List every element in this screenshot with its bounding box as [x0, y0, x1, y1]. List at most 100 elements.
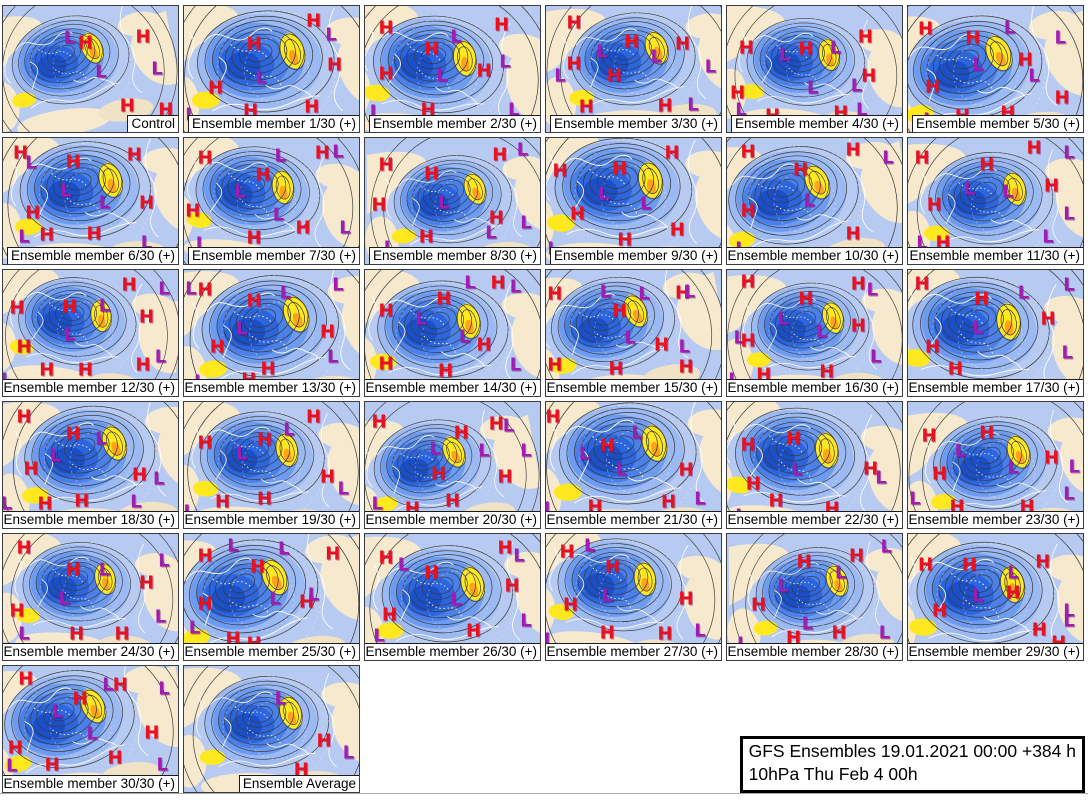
- coastlines: [546, 138, 698, 258]
- weather-map: [908, 270, 1083, 396]
- height-contours: [908, 138, 1083, 264]
- map-art: [727, 402, 902, 528]
- warm-anomaly: [199, 696, 303, 766]
- map-art: [184, 270, 359, 396]
- ensemble-panel: HHHLLHHHL Ensemble member 9/30 (+): [545, 137, 722, 265]
- panel-label: Ensemble member 1/30 (+): [188, 115, 359, 132]
- height-contours: [365, 534, 540, 660]
- height-contours: [908, 6, 1083, 132]
- warm-anomaly: [192, 32, 306, 109]
- map-art: [365, 534, 540, 660]
- ensemble-panel: HLHLHHLLHLHHL Ensemble member 4/30 (+): [726, 5, 903, 133]
- panel-label: Ensemble member 25/30 (+): [184, 643, 359, 660]
- map-art: [727, 534, 902, 660]
- height-contours: [365, 6, 540, 132]
- height-contours: [3, 666, 178, 792]
- map-art: [908, 6, 1083, 132]
- weather-map: [184, 666, 359, 792]
- height-contours: [546, 534, 721, 660]
- height-contours: [365, 402, 540, 528]
- height-contours: [3, 138, 178, 264]
- weather-map: [365, 402, 540, 528]
- ensemble-panel: HHLLLHLHHHHL Ensemble member 5/30 (+): [907, 5, 1084, 133]
- weather-map: [3, 666, 178, 792]
- weather-map: [908, 6, 1083, 132]
- height-contours: [3, 270, 178, 396]
- warm-anomaly: [568, 31, 669, 106]
- map-art: [3, 402, 178, 528]
- map-art: [3, 6, 178, 132]
- coastlines: [187, 147, 327, 257]
- weather-map: [3, 270, 178, 396]
- forecast-title: GFS Ensembles 19.01.2021 00:00 +384 h: [748, 740, 1076, 761]
- panel-label: Ensemble Average: [238, 775, 359, 792]
- map-art: [546, 270, 721, 396]
- map-art: [365, 6, 540, 132]
- panel-label: Ensemble member 3/30 (+): [550, 115, 721, 132]
- map-art: [546, 138, 721, 264]
- panel-label: Ensemble member 11/30 (+): [908, 247, 1083, 264]
- height-contours: [184, 534, 359, 660]
- bottom-rule: [0, 793, 1088, 794]
- weather-map: [727, 6, 902, 132]
- weather-map: [184, 402, 359, 528]
- weather-map: [546, 402, 721, 528]
- ensemble-panel: LHHLLLHHLHHL Ensemble member 13/30 (+): [183, 269, 360, 397]
- map-art: [908, 270, 1083, 396]
- height-contours: [727, 270, 902, 396]
- warm-anomaly: [746, 301, 845, 368]
- weather-map: [727, 270, 902, 396]
- weather-map: [365, 534, 540, 660]
- map-art: [184, 138, 359, 264]
- panel-label: Ensemble member 19/30 (+): [184, 511, 359, 528]
- panel-label: Ensemble member 23/30 (+): [908, 511, 1083, 528]
- map-art: [908, 402, 1083, 528]
- warm-anomaly: [376, 566, 485, 639]
- forecast-info-box: GFS Ensembles 19.01.2021 00:00 +384 h 10…: [739, 735, 1085, 793]
- weather-map: [3, 402, 178, 528]
- weather-map: [908, 534, 1083, 660]
- forecast-level-time: 10hPa Thu Feb 4 00h: [748, 764, 918, 785]
- warm-anomaly: [199, 296, 310, 378]
- height-contours: [184, 666, 359, 792]
- map-art: [727, 138, 902, 264]
- height-contours: [3, 6, 178, 132]
- panel-label: Ensemble member 21/30 (+): [546, 511, 721, 528]
- panel-label: Ensemble member 6/30 (+): [7, 247, 178, 264]
- ensemble-panel: HHLHLLHHLHHHL Ensemble member 12/30 (+): [2, 269, 179, 397]
- panel-label: Ensemble member 20/30 (+): [365, 511, 540, 528]
- panel-label: Ensemble member 10/30 (+): [727, 247, 902, 264]
- ensemble-panel: HLHLHHHHLL Ensemble member 27/30 (+): [545, 533, 722, 661]
- coastlines: [908, 278, 1057, 396]
- weather-map: [546, 270, 721, 396]
- ensemble-panel: HLLHHLHHLLHH Ensemble member 25/30 (+): [183, 533, 360, 661]
- ensemble-panel: HHHLHLHHLLL Ensemble member 8/30 (+): [364, 137, 541, 265]
- ensemble-panel: HHLLHHLLHHL Ensemble member 18/30 (+): [2, 401, 179, 529]
- map-art: [908, 534, 1083, 660]
- panel-label: Ensemble member 27/30 (+): [546, 643, 721, 660]
- height-contours: [3, 534, 178, 660]
- panel-label: Ensemble member 2/30 (+): [369, 115, 540, 132]
- panel-label: Ensemble member 16/30 (+): [727, 379, 902, 396]
- panel-label: Ensemble member 30/30 (+): [3, 775, 178, 792]
- height-contours: [184, 138, 359, 264]
- weather-map: [365, 138, 540, 264]
- map-art: [727, 6, 902, 132]
- map-art: [546, 6, 721, 132]
- warm-anomaly: [753, 565, 849, 636]
- weather-map: [727, 534, 902, 660]
- height-contours: [370, 138, 540, 264]
- panel-label: Ensemble member 13/30 (+): [184, 379, 359, 396]
- map-art: [908, 138, 1083, 264]
- weather-map: [184, 534, 359, 660]
